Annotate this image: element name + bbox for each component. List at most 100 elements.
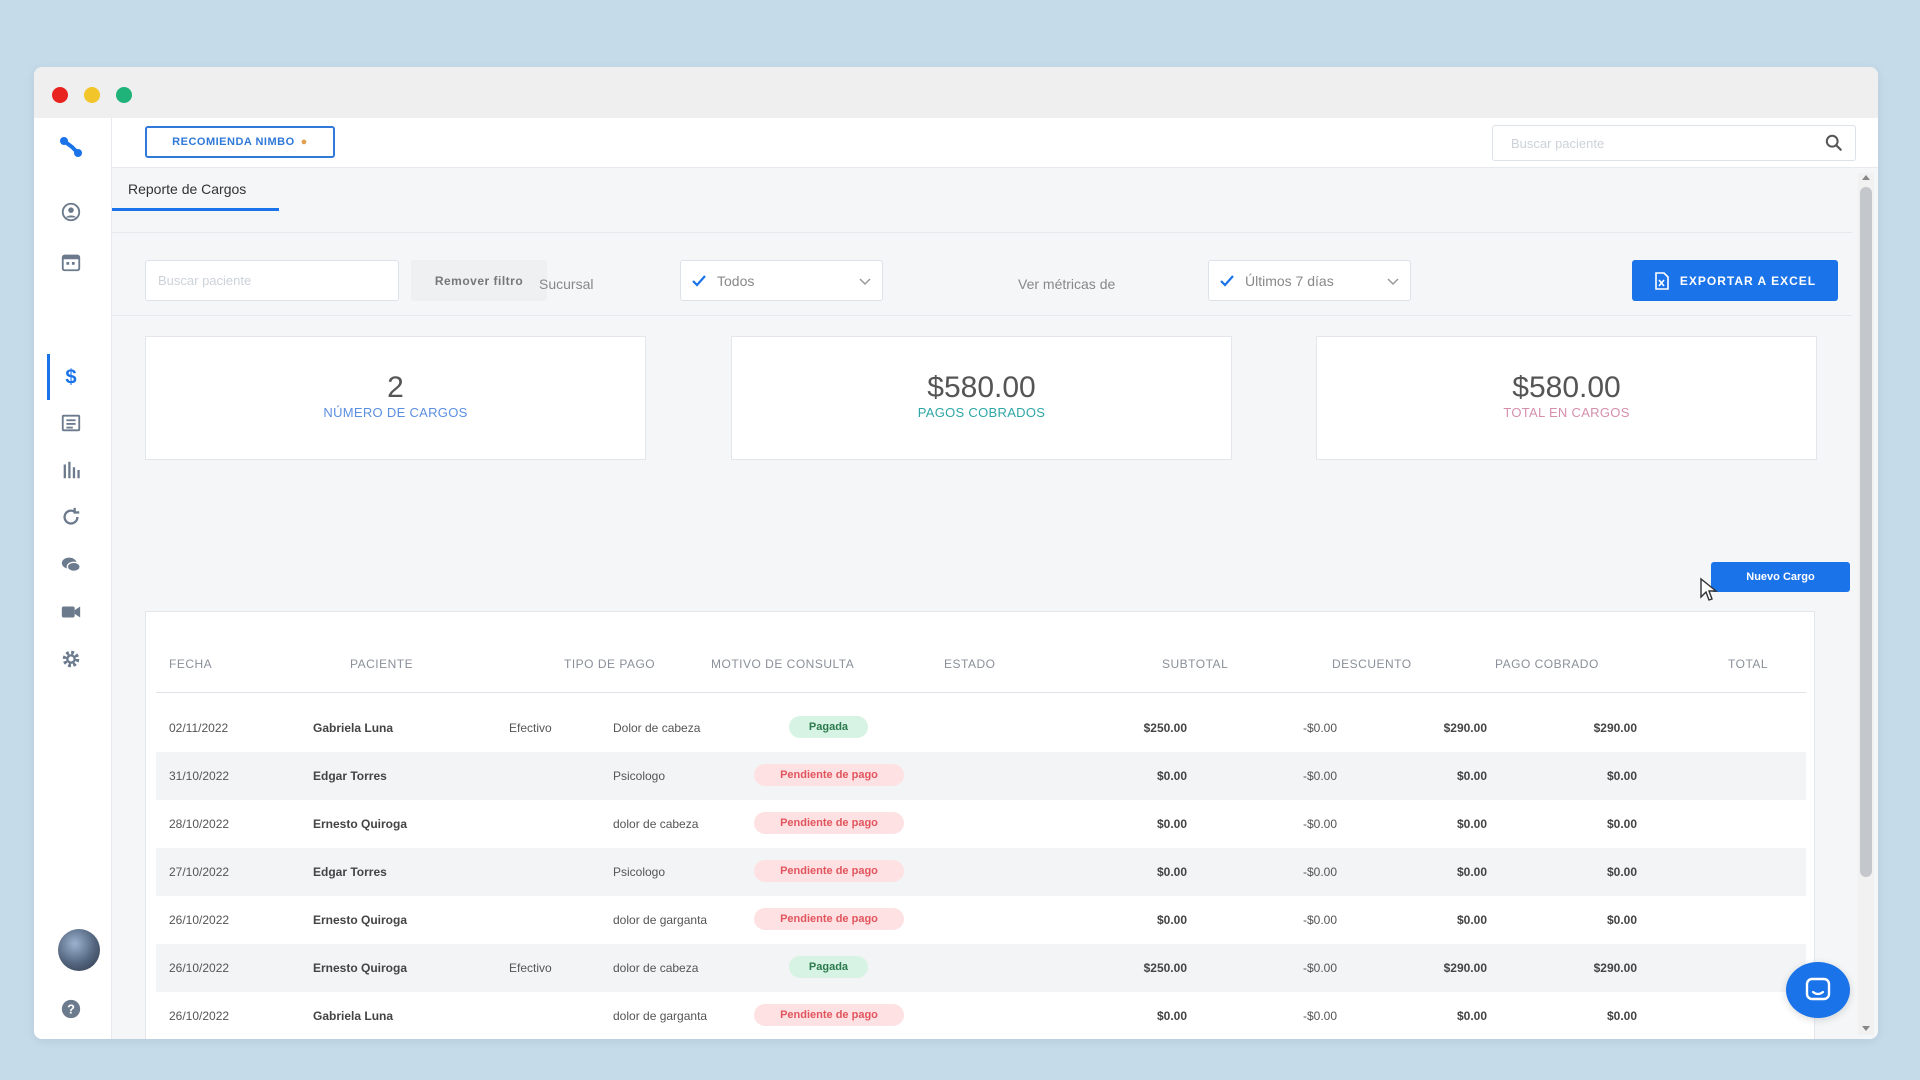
- cell-fecha: 02/11/2022: [169, 721, 229, 735]
- export-label: EXPORTAR A EXCEL: [1679, 273, 1817, 288]
- metricas-label: Ver métricas de: [1018, 276, 1116, 292]
- top-bar: RECOMIENDA NIMBO ●: [112, 118, 1878, 168]
- cell-subtotal: $250.00: [1143, 721, 1187, 735]
- cell-cobrado: $0.00: [1456, 817, 1487, 831]
- cargos-table: FECHA PACIENTE TIPO DE PAGO MOTIVO DE CO…: [145, 611, 1815, 1039]
- col-estado[interactable]: ESTADO: [944, 657, 996, 671]
- sucursal-select[interactable]: Todos: [680, 260, 883, 301]
- app-window: $ ? RECOMIENDA NIMBO ●: [34, 67, 1878, 1039]
- user-icon[interactable]: [58, 199, 84, 225]
- title-bar: [34, 67, 1878, 118]
- cell-cobrado: $0.00: [1456, 1009, 1487, 1023]
- cell-descuento: -$0.00: [1302, 961, 1337, 975]
- chat-icon[interactable]: [58, 552, 84, 578]
- scroll-up-arrow[interactable]: [1862, 175, 1870, 180]
- video-icon[interactable]: [58, 599, 84, 625]
- metricas-select[interactable]: Últimos 7 días: [1208, 260, 1411, 301]
- cell-fecha: 26/10/2022: [169, 961, 230, 975]
- col-total[interactable]: TOTAL: [1728, 657, 1769, 671]
- cell-subtotal: $0.00: [1156, 817, 1187, 831]
- calendar-icon[interactable]: [58, 249, 84, 275]
- col-pago-cobrado[interactable]: PAGO COBRADO: [1495, 657, 1599, 671]
- filter-search-input[interactable]: [146, 261, 398, 300]
- scroll-down-arrow[interactable]: [1862, 1026, 1870, 1031]
- table-row[interactable]: 26/10/2022 Gabriela Luna dolor de garganta…: [156, 992, 1806, 1039]
- cell-descuento: -$0.00: [1302, 817, 1337, 831]
- remover-filtro-button[interactable]: Remover filtro: [411, 260, 547, 301]
- col-tipo-pago[interactable]: TIPO DE PAGO: [564, 657, 656, 671]
- table-row[interactable]: 02/11/2022 Gabriela Luna Efectivo Dolor de …: [156, 704, 1806, 752]
- cell-paciente: Gabriela Luna: [313, 1009, 394, 1023]
- avatar[interactable]: [58, 929, 100, 971]
- cell-motivo: Psicologo: [613, 865, 666, 879]
- dollar-icon[interactable]: $: [58, 364, 84, 390]
- cell-subtotal: $0.00: [1156, 865, 1187, 879]
- table-row[interactable]: 28/10/2022 Ernesto Quiroga dolor de cabeza…: [156, 800, 1806, 848]
- recomienda-nimbo-button[interactable]: RECOMIENDA NIMBO ●: [145, 126, 335, 158]
- cell-fecha: 26/10/2022: [169, 913, 230, 927]
- chevron-down-icon: [859, 278, 871, 286]
- col-paciente[interactable]: PACIENTE: [350, 657, 414, 671]
- cell-fecha: 26/10/2022: [169, 1009, 230, 1023]
- top-search-box: [1492, 125, 1856, 161]
- check-icon: [692, 274, 706, 287]
- cell-fecha: 31/10/2022: [169, 769, 230, 783]
- scrollbar[interactable]: [1858, 173, 1874, 1035]
- search-icon[interactable]: [1825, 134, 1843, 152]
- status-badge: Pendiente de pago: [754, 812, 904, 834]
- logo-icon[interactable]: [56, 132, 86, 162]
- cell-cobrado: $0.00: [1456, 865, 1487, 879]
- sucursal-label: Sucursal: [539, 276, 594, 292]
- cell-motivo: dolor de garganta: [613, 1009, 708, 1023]
- cell-fecha: 27/10/2022: [169, 865, 230, 879]
- list-icon[interactable]: [58, 410, 84, 436]
- cell-paciente: Ernesto Quiroga: [313, 913, 408, 927]
- table-row[interactable]: 26/10/2022 Ernesto Quiroga dolor de gargan…: [156, 896, 1806, 944]
- table-row[interactable]: 27/10/2022 Edgar Torres Psicologo $0.00 -$0.…: [156, 848, 1806, 896]
- scroll-thumb[interactable]: [1860, 187, 1872, 877]
- cell-total: $0.00: [1606, 913, 1637, 927]
- active-tab-underline: [112, 208, 279, 211]
- cell-subtotal: $0.00: [1156, 1009, 1187, 1023]
- stat-card-total-cargos: $580.00 TOTAL EN CARGOS: [1316, 336, 1817, 460]
- nuevo-cargo-button[interactable]: Nuevo Cargo: [1711, 562, 1850, 592]
- cell-fecha: 28/10/2022: [169, 817, 230, 831]
- minimize-window-button[interactable]: [84, 87, 100, 103]
- chat-support-button[interactable]: [1786, 962, 1850, 1018]
- recomienda-label: RECOMIENDA NIMBO: [172, 136, 295, 148]
- top-search-input[interactable]: [1493, 126, 1793, 160]
- stat-label: NÚMERO DE CARGOS: [323, 405, 468, 420]
- help-icon[interactable]: ?: [58, 996, 84, 1022]
- cell-cobrado: $290.00: [1443, 721, 1487, 735]
- status-badge: Pendiente de pago: [754, 1004, 904, 1026]
- tabs-row: Reporte de Cargos: [112, 168, 1852, 233]
- cell-motivo: Dolor de cabeza: [613, 721, 701, 735]
- stat-value: 2: [387, 371, 404, 404]
- cell-tipo: Efectivo: [509, 721, 552, 735]
- gear-icon[interactable]: [58, 646, 84, 672]
- maximize-window-button[interactable]: [116, 87, 132, 103]
- close-window-button[interactable]: [52, 87, 68, 103]
- chart-icon[interactable]: [58, 457, 84, 483]
- col-motivo[interactable]: MOTIVO DE CONSULTA: [711, 657, 855, 671]
- col-fecha[interactable]: FECHA: [169, 657, 213, 671]
- cell-subtotal: $0.00: [1156, 769, 1187, 783]
- table-row[interactable]: 31/10/2022 Edgar Torres Psicologo $0.00 -$0.…: [156, 752, 1806, 800]
- sucursal-value: Todos: [717, 272, 755, 289]
- tab-reporte-de-cargos[interactable]: Reporte de Cargos: [128, 181, 247, 197]
- col-descuento[interactable]: DESCUENTO: [1332, 657, 1412, 671]
- cell-descuento: -$0.00: [1302, 865, 1337, 879]
- cell-motivo: Psicologo: [613, 769, 666, 783]
- cell-paciente: Ernesto Quiroga: [313, 817, 408, 831]
- chevron-down-icon: [1387, 278, 1399, 286]
- exportar-excel-button[interactable]: EXPORTAR A EXCEL: [1632, 260, 1838, 301]
- check-icon: [1220, 274, 1234, 287]
- refresh-icon[interactable]: [58, 504, 84, 530]
- svg-text:?: ?: [67, 1002, 75, 1017]
- table-row[interactable]: 26/10/2022 Ernesto Quiroga Efectivo dolor d…: [156, 944, 1806, 992]
- chat-bubble-icon: [1805, 977, 1831, 1001]
- cell-subtotal: $0.00: [1156, 913, 1187, 927]
- cell-paciente: Edgar Torres: [313, 865, 387, 879]
- cell-total: $290.00: [1593, 961, 1637, 975]
- col-subtotal[interactable]: SUBTOTAL: [1162, 657, 1229, 671]
